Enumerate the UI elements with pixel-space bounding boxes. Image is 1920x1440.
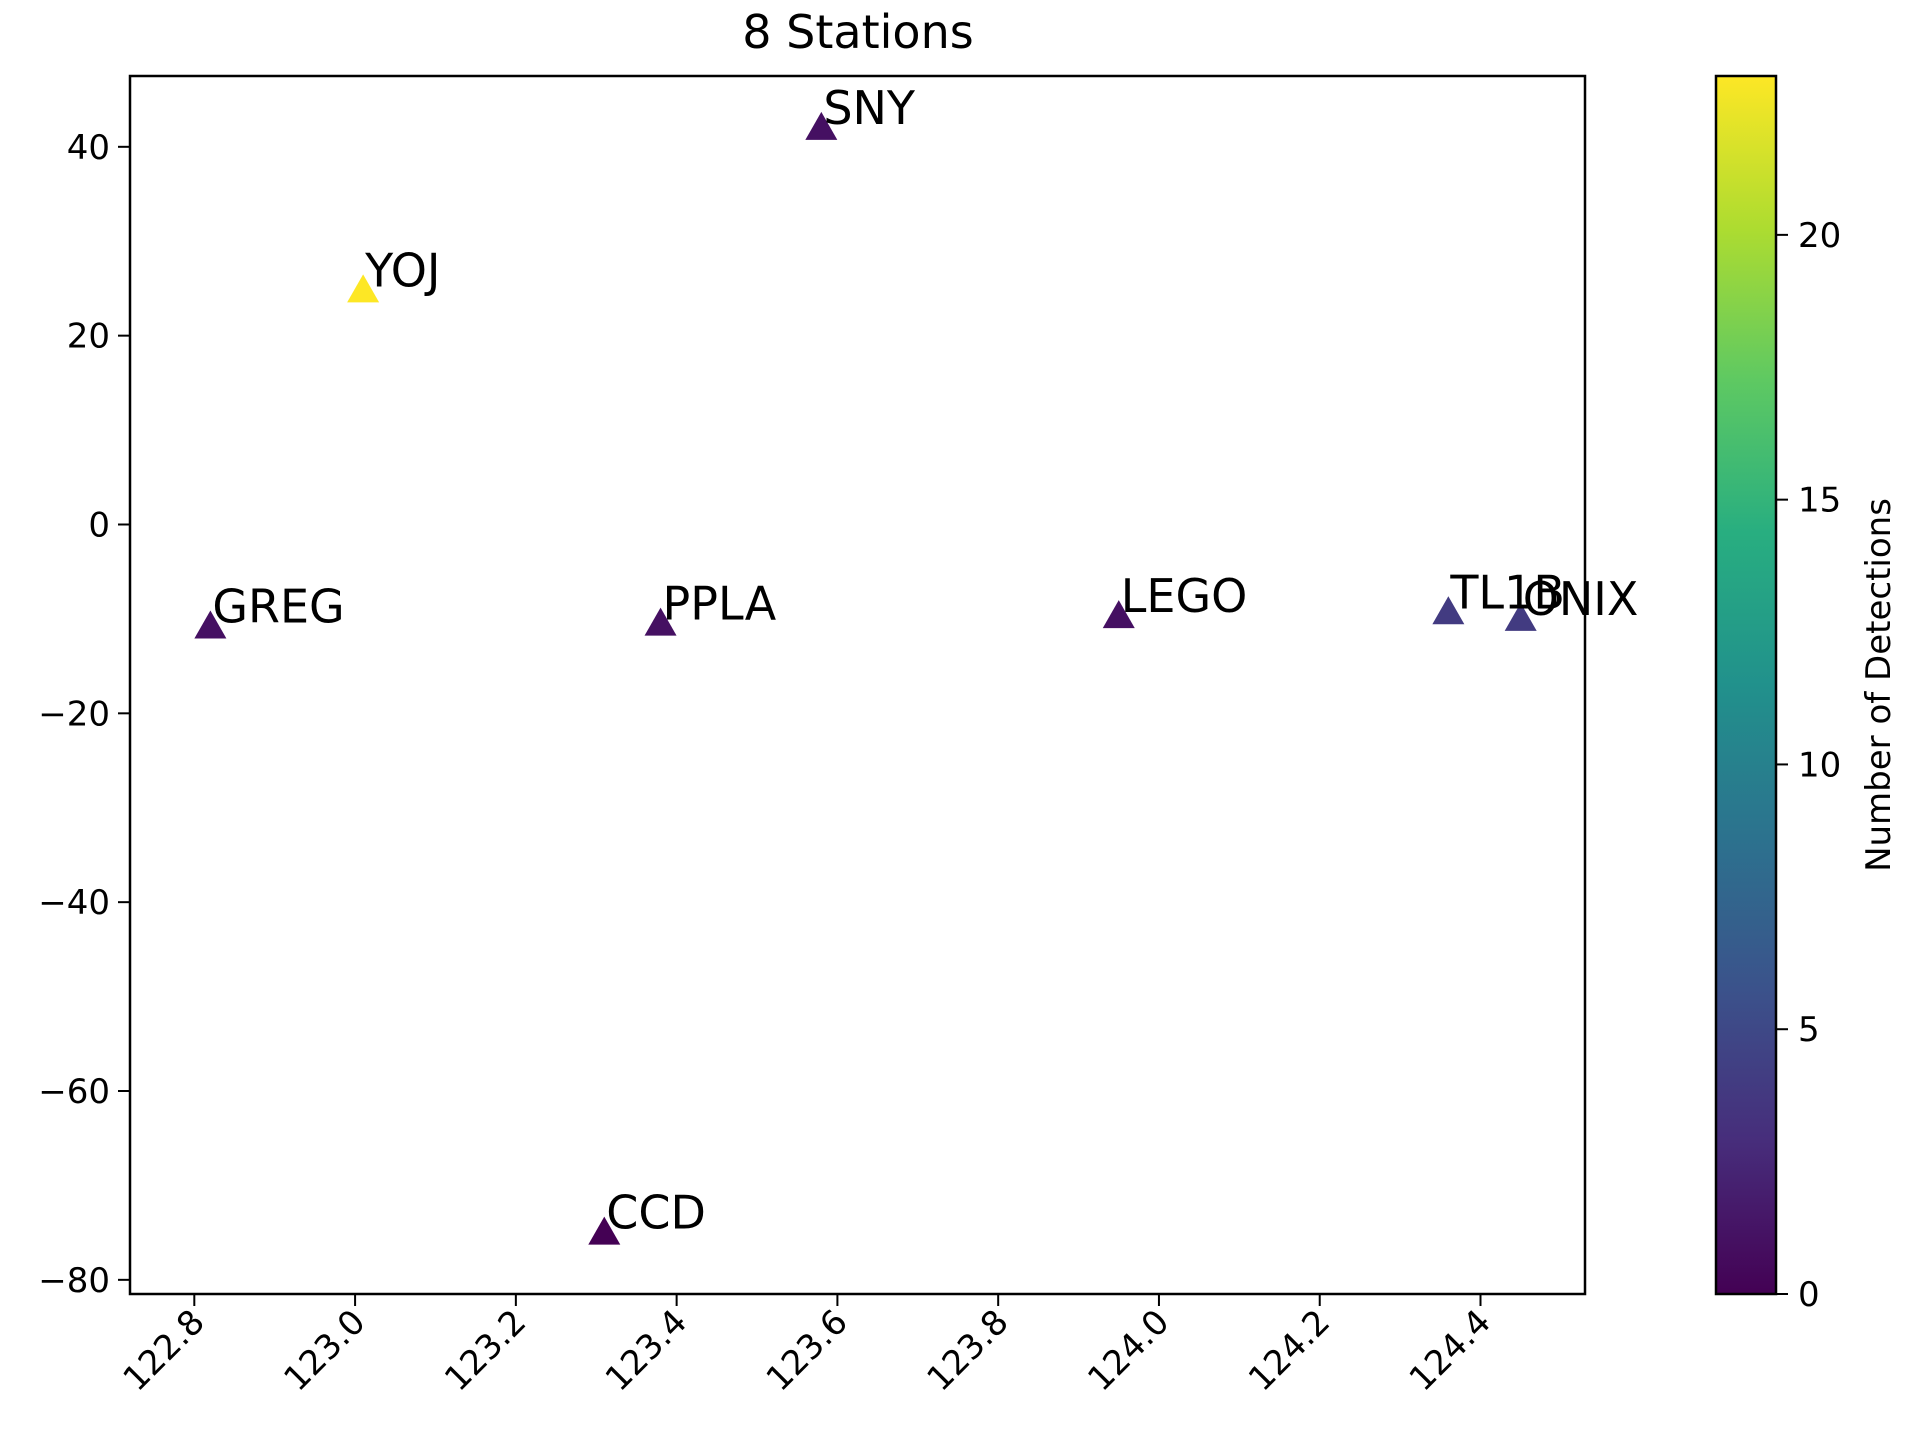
station-marker-greg [194, 610, 227, 639]
x-axis: 122.8 123.0 123.2 123.4 123.6 123.8 124.0 124.2… [116, 1294, 1499, 1399]
station-marker-onix [1504, 602, 1537, 631]
plot-area: 122.8 123.0 123.2 123.4 123.6 123.8 124.0 124.2… [38, 74, 1638, 1399]
station-marker-ccd [588, 1216, 621, 1245]
station-label-lego: LEGO [1121, 569, 1248, 623]
station-label-greg: GREG [212, 579, 344, 633]
x-tick-label: 122.8 [116, 1302, 213, 1399]
x-tick-label: 124.4 [1402, 1302, 1499, 1399]
colorbar-tick-label: 15 [1798, 481, 1841, 521]
colorbar-label: Number of Detections [1859, 498, 1899, 872]
station-label-sny: SNY [823, 81, 916, 135]
colorbar-gradient [1714, 74, 1778, 1296]
y-axis: 40 20 0 −20 −40 −60 −80 [38, 128, 130, 1301]
y-tick-label: 0 [88, 505, 110, 545]
colorbar-tick-label: 20 [1798, 216, 1841, 256]
colorbar-tick-label: 5 [1798, 1010, 1820, 1050]
scatter-markers [194, 111, 1537, 1245]
x-tick-label: 123.4 [598, 1302, 695, 1399]
station-marker-lego [1102, 600, 1135, 629]
x-tick-label: 123.0 [276, 1302, 373, 1399]
y-tick-label: −60 [38, 1072, 110, 1112]
station-marker-ppla [644, 607, 677, 636]
station-label-ccd: CCD [606, 1186, 706, 1240]
y-tick-label: 20 [67, 317, 110, 357]
x-tick-label: 123.6 [759, 1302, 856, 1399]
x-tick-label: 124.0 [1080, 1302, 1177, 1399]
colorbar: 0 5 10 15 20 Number of Detections [1714, 74, 1899, 1315]
station-marker-sny [805, 111, 838, 140]
station-label-ppla: PPLA [663, 577, 777, 631]
station-marker-tl1b [1432, 596, 1465, 625]
x-tick-label: 124.2 [1241, 1302, 1338, 1399]
x-tick-label: 123.8 [919, 1302, 1016, 1399]
chart-title: 8 Stations [742, 5, 973, 59]
colorbar-tick-label: 0 [1798, 1275, 1820, 1315]
station-label-tl1b: TL1B [1449, 565, 1565, 619]
y-tick-label: −80 [38, 1261, 110, 1301]
y-tick-label: 40 [67, 128, 110, 168]
plot-frame [128, 74, 1587, 1296]
colorbar-tick-label: 10 [1798, 745, 1841, 785]
colorbar-ticks: 0 5 10 15 20 [1776, 216, 1841, 1315]
x-tick-label: 123.2 [437, 1302, 534, 1399]
station-label-yoj: YOJ [364, 243, 440, 297]
y-tick-label: −40 [38, 883, 110, 923]
station-marker-yoj [347, 274, 380, 303]
station-label-onix: ONIX [1523, 572, 1639, 626]
y-tick-label: −20 [38, 694, 110, 734]
